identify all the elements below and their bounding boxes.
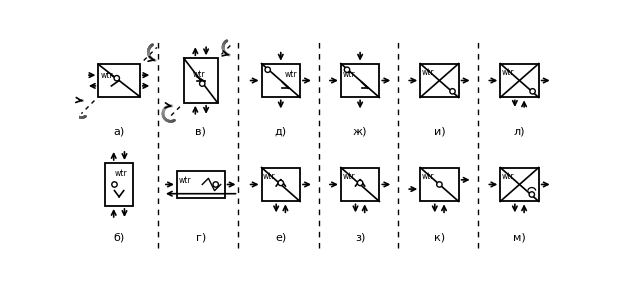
Text: б): б) — [113, 233, 125, 243]
Text: л): л) — [514, 126, 525, 136]
Bar — [105, 163, 133, 206]
Text: ж): ж) — [353, 126, 367, 136]
Bar — [184, 58, 218, 103]
Circle shape — [213, 182, 218, 187]
Text: г): г) — [195, 233, 206, 243]
Text: wtr: wtr — [422, 68, 435, 77]
Bar — [500, 63, 539, 98]
Bar — [341, 63, 379, 98]
Circle shape — [114, 76, 120, 81]
Text: wtr: wtr — [114, 169, 127, 178]
Text: е): е) — [275, 233, 286, 243]
Text: wtr: wtr — [422, 172, 435, 181]
Text: wtr: wtr — [100, 71, 113, 80]
Circle shape — [344, 67, 350, 72]
Circle shape — [450, 89, 455, 94]
Text: а): а) — [113, 126, 125, 136]
Bar — [420, 168, 459, 201]
Text: wtr: wtr — [193, 70, 205, 79]
Bar — [262, 168, 300, 201]
Circle shape — [357, 180, 363, 186]
Bar — [341, 168, 379, 201]
Circle shape — [436, 182, 442, 187]
Text: в): в) — [195, 126, 206, 136]
Circle shape — [278, 180, 283, 186]
Text: д): д) — [275, 126, 287, 136]
Text: wtr: wtr — [342, 70, 355, 79]
Bar — [500, 168, 539, 201]
Circle shape — [265, 67, 270, 72]
Circle shape — [112, 182, 117, 187]
Text: wtr: wtr — [285, 70, 297, 79]
Text: wtr: wtr — [342, 172, 355, 181]
Text: wtr: wtr — [263, 172, 276, 181]
Bar — [262, 63, 300, 98]
Bar — [177, 171, 224, 198]
Text: м): м) — [513, 233, 526, 243]
Text: wtr: wtr — [179, 176, 192, 185]
Bar — [420, 63, 459, 98]
Text: к): к) — [434, 233, 445, 243]
Text: wtr: wtr — [502, 172, 515, 181]
Circle shape — [200, 81, 205, 86]
Circle shape — [529, 192, 534, 197]
Circle shape — [530, 89, 535, 94]
Text: и): и) — [433, 126, 445, 136]
Text: wtr: wtr — [502, 68, 515, 77]
Text: з): з) — [355, 233, 365, 243]
Bar — [99, 64, 140, 97]
